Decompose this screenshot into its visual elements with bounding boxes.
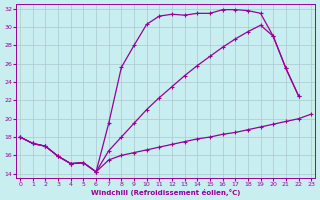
X-axis label: Windchill (Refroidissement éolien,°C): Windchill (Refroidissement éolien,°C): [91, 189, 240, 196]
